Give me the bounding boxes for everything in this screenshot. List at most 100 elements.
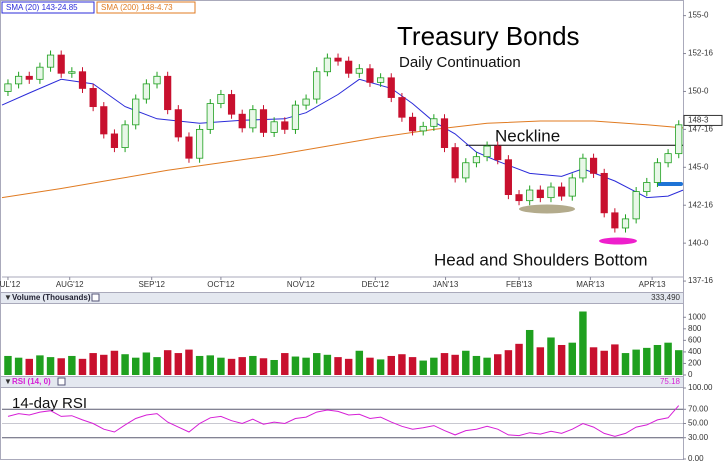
volume-bar xyxy=(547,337,555,375)
candle-body xyxy=(675,124,683,155)
volume-bar xyxy=(653,344,662,375)
annotation: 14-day RSI xyxy=(12,395,87,412)
annotation: Head and Shoulders Bottom xyxy=(434,250,648,269)
candle-body xyxy=(355,68,363,74)
candle-body xyxy=(504,159,512,196)
volume-bar xyxy=(515,343,523,375)
candle-body xyxy=(643,182,651,192)
volume-bar xyxy=(387,355,395,375)
y-tick-label: 150-0 xyxy=(688,87,709,96)
candle-body xyxy=(323,57,331,73)
volume-bar xyxy=(621,353,630,375)
volume-bar xyxy=(494,354,502,375)
volume-bar xyxy=(376,359,385,375)
volume-bar xyxy=(46,357,55,375)
rsi-current: 75.18 xyxy=(660,377,681,386)
volume-bar xyxy=(440,353,449,375)
candle-body xyxy=(377,77,385,83)
x-tick-label: DEC'12 xyxy=(362,280,390,289)
candle-body xyxy=(249,109,257,129)
y-tick-label: 100.00 xyxy=(688,383,713,392)
volume-bar xyxy=(472,355,481,375)
volume-bar xyxy=(163,350,172,375)
candle-body xyxy=(568,177,576,197)
volume-bar xyxy=(366,357,374,375)
volume-bar xyxy=(302,357,310,375)
candle-body xyxy=(398,97,406,118)
x-tick-label: OCT'12 xyxy=(207,280,235,289)
volume-bar xyxy=(504,350,513,375)
candle-body xyxy=(451,147,459,179)
candle-body xyxy=(419,125,427,132)
volume-bar xyxy=(398,354,406,375)
volume-bar xyxy=(408,357,417,375)
x-tick-label: JUL'12 xyxy=(0,280,21,289)
volume-bar xyxy=(25,358,33,375)
y-tick-label: 1000 xyxy=(688,312,706,321)
y-tick-label: 70.00 xyxy=(688,404,709,413)
volume-bar xyxy=(121,354,129,375)
volume-bar xyxy=(217,357,225,375)
volume-bar xyxy=(227,358,236,375)
volume-bar xyxy=(270,359,278,375)
y-tick-label: 30.00 xyxy=(688,433,709,442)
candle-body xyxy=(291,104,300,130)
volume-bar xyxy=(174,353,183,375)
volume-bar xyxy=(57,358,65,375)
candle-body xyxy=(632,191,640,220)
candle-body xyxy=(547,186,555,199)
candle-body xyxy=(36,66,44,80)
legend-entry: SMA (200) 148-4.73 xyxy=(101,3,173,12)
volume-bar xyxy=(110,350,119,375)
close-icon[interactable] xyxy=(57,377,66,386)
candle-body xyxy=(558,186,566,197)
volume-bar xyxy=(483,357,491,375)
volume-bar xyxy=(462,350,470,375)
candle-body xyxy=(281,121,289,130)
collapse-icon[interactable]: ▼ xyxy=(4,293,12,302)
x-tick-label: AUG'12 xyxy=(56,280,84,289)
volume-bar xyxy=(36,355,44,375)
y-tick-label: 155-0 xyxy=(688,11,709,20)
volume-bar xyxy=(78,358,87,375)
candle-body xyxy=(89,88,97,108)
candle-body xyxy=(515,194,523,202)
collapse-icon[interactable]: ▼ xyxy=(4,377,12,386)
candle-body xyxy=(174,109,182,138)
candle-body xyxy=(611,212,619,229)
candle-body xyxy=(100,106,108,135)
y-tick-label: 200 xyxy=(688,359,702,368)
candle-body xyxy=(621,218,630,229)
volume-bar xyxy=(185,349,193,375)
volume-current: 333,490 xyxy=(651,293,680,302)
volume-bar xyxy=(313,353,321,375)
candle-body xyxy=(270,121,278,133)
y-tick-label: 50.00 xyxy=(688,419,709,428)
y-tick-label: 800 xyxy=(688,324,702,333)
volume-bar xyxy=(451,354,459,375)
candle-body xyxy=(110,133,119,148)
y-tick-label: 0 xyxy=(688,370,693,379)
volume-bar xyxy=(525,329,534,375)
y-tick-label: 152-16 xyxy=(688,49,713,58)
y-tick-label: 0.00 xyxy=(688,454,704,463)
candle-body xyxy=(164,75,172,111)
volume-bar xyxy=(675,350,683,375)
candle-body xyxy=(121,124,129,148)
x-tick-label: SEP'12 xyxy=(138,280,165,289)
candle-body xyxy=(206,103,214,130)
volume-bar xyxy=(206,355,214,375)
candle-body xyxy=(589,157,598,174)
y-tick-label: 600 xyxy=(688,335,702,344)
volume-bar xyxy=(664,342,672,375)
shoulder-highlight xyxy=(519,204,575,214)
y-tick-label: 147-16 xyxy=(688,124,713,133)
candle-body xyxy=(483,145,491,158)
volume-bar xyxy=(419,360,427,375)
close-icon[interactable] xyxy=(91,293,100,302)
volume-bar xyxy=(536,347,545,375)
volume-bar xyxy=(238,357,246,375)
volume-bar xyxy=(68,355,76,375)
x-tick-label: APR'13 xyxy=(639,280,666,289)
